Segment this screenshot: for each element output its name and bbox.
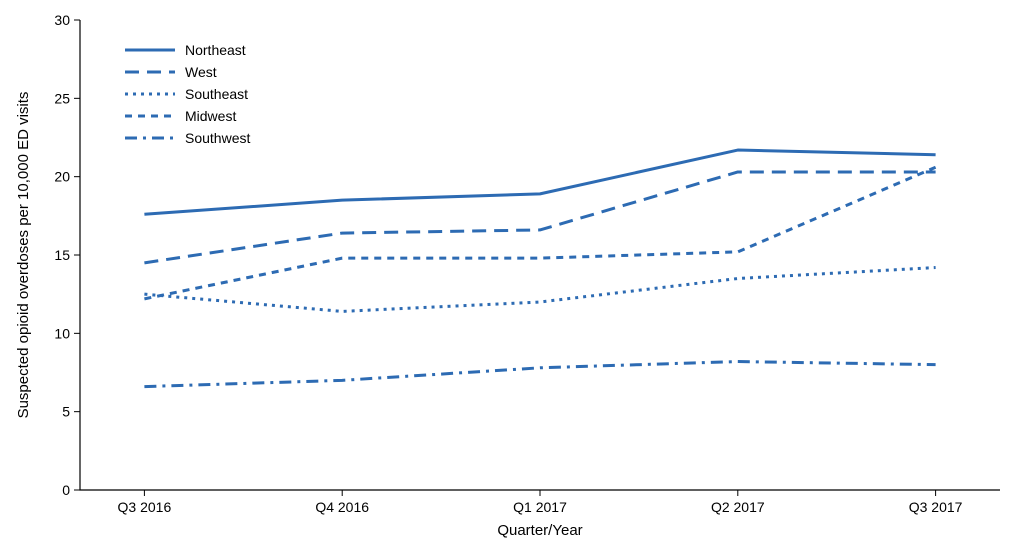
x-tick-label: Q2 2017 bbox=[711, 499, 765, 515]
y-tick-label: 10 bbox=[54, 325, 70, 341]
line-chart: 0 5 10 15 20 25 30 Q3 2016 Q4 2016 Q1 2017 Q2 2017… bbox=[0, 0, 1020, 553]
legend-label-southwest: Southwest bbox=[185, 130, 250, 146]
y-tick-label: 15 bbox=[54, 247, 70, 263]
y-tick-label: 30 bbox=[54, 12, 70, 28]
y-tick-label: 25 bbox=[54, 90, 70, 106]
chart-container: 0 5 10 15 20 25 30 Q3 2016 Q4 2016 Q1 2017 Q2 2017… bbox=[0, 0, 1020, 553]
chart-background bbox=[0, 0, 1020, 553]
legend-label-midwest: Midwest bbox=[185, 108, 236, 124]
legend-label-southeast: Southeast bbox=[185, 86, 248, 102]
x-tick-label: Q3 2016 bbox=[118, 499, 172, 515]
x-axis-title: Quarter/Year bbox=[497, 522, 582, 539]
y-tick-label: 20 bbox=[54, 169, 70, 185]
legend-label-west: West bbox=[185, 64, 217, 80]
x-tick-label: Q1 2017 bbox=[513, 499, 567, 515]
legend-label-northeast: Northeast bbox=[185, 42, 246, 58]
x-tick-label: Q4 2016 bbox=[315, 499, 369, 515]
y-axis-title: Suspected opioid overdoses per 10,000 ED… bbox=[15, 92, 32, 419]
y-tick-label: 5 bbox=[62, 404, 70, 420]
y-tick-label: 0 bbox=[62, 482, 70, 498]
x-tick-label: Q3 2017 bbox=[909, 499, 963, 515]
